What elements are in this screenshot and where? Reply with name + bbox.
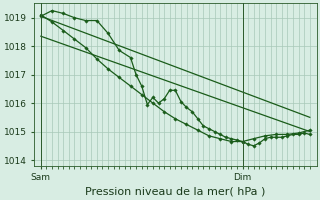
X-axis label: Pression niveau de la mer( hPa ): Pression niveau de la mer( hPa ) xyxy=(85,187,266,197)
